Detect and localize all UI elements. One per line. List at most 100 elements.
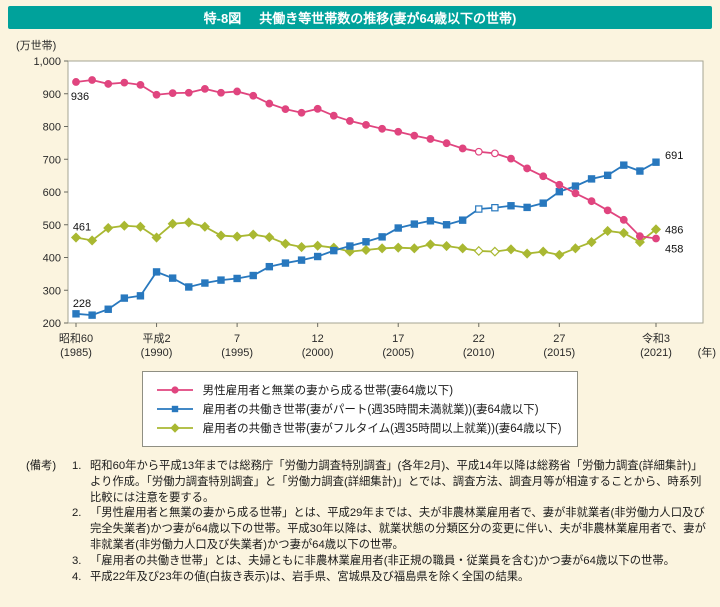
data-point-diamond: [151, 232, 162, 243]
data-point-circle: [120, 78, 129, 87]
data-point-diamond: [522, 248, 533, 259]
data-point-circle: [474, 147, 483, 156]
x-tick-year-label: (2021): [640, 347, 672, 359]
data-point-circle: [265, 99, 274, 108]
data-point-square: [120, 294, 129, 302]
data-point-square: [426, 217, 435, 225]
legend-label: 男性雇用者と無業の妻から成る世帯(妻64歳以下): [202, 385, 454, 397]
x-tick-era-label: 27: [553, 333, 565, 345]
data-point-square: [587, 175, 596, 183]
data-point-square: [72, 310, 80, 318]
data-point-circle: [104, 80, 113, 88]
data-point-square: [555, 187, 564, 196]
data-point-diamond: [248, 229, 259, 240]
legend-marker-square-icon: [156, 405, 193, 413]
legend-label: 雇用者の共働き世帯(妻がフルタイム(週35時間以上就業))(妻64歳以下): [202, 423, 562, 435]
data-point-circle: [523, 164, 532, 173]
data-point-circle: [442, 139, 451, 148]
data-value-label: 458: [665, 244, 683, 256]
data-point-diamond: [570, 243, 581, 254]
data-point-square: [249, 271, 257, 280]
data-point-diamond: [199, 221, 210, 232]
legend-label: 雇用者の共働き世帯(妻がパート(週35時間未満就業))(妻64歳以下): [202, 404, 539, 416]
data-point-diamond: [505, 244, 517, 255]
y-tick-label: 800: [43, 122, 61, 134]
data-point-diamond: [441, 240, 452, 252]
data-point-diamond: [70, 232, 82, 243]
y-axis-unit-label: (万世帯): [16, 39, 56, 52]
data-point-diamond: [425, 239, 436, 250]
data-point-square: [313, 252, 322, 261]
x-tick-era-label: 令和3: [642, 331, 670, 345]
data-point-circle: [362, 120, 370, 129]
data-point-circle: [490, 149, 499, 158]
data-point-square: [410, 220, 419, 228]
data-value-label: 936: [71, 91, 89, 103]
data-point-circle: [410, 131, 419, 140]
data-point-square: [458, 216, 467, 224]
data-point-square: [475, 205, 483, 213]
data-point-circle: [249, 91, 258, 100]
data-point-diamond: [135, 221, 146, 232]
data-point-circle: [297, 108, 306, 117]
data-point-circle: [233, 87, 242, 96]
data-point-square: [603, 171, 612, 179]
y-tick-label: 200: [43, 318, 61, 330]
data-point-square: [362, 238, 370, 246]
data-point-diamond: [602, 225, 613, 237]
data-point-circle: [345, 117, 354, 125]
data-point-circle: [88, 76, 97, 84]
data-point-circle: [539, 172, 548, 181]
data-point-square: [652, 158, 660, 166]
data-point-diamond: [473, 245, 484, 256]
data-point-circle: [555, 180, 564, 189]
data-point-square: [201, 279, 209, 287]
data-point-diamond: [296, 241, 307, 253]
data-point-circle: [152, 90, 161, 99]
data-point-circle: [603, 206, 612, 215]
data-point-diamond: [119, 220, 130, 231]
data-point-diamond: [103, 222, 114, 234]
data-point-square: [217, 276, 225, 284]
data-point-diamond: [183, 217, 194, 228]
chart-container: (万世帯) 1,000 900 800 700 600 500 400 300 200 昭和60 (1…: [0, 33, 720, 365]
data-point-square: [523, 203, 531, 212]
data-point-diamond: [457, 243, 468, 254]
data-point-circle: [281, 105, 290, 114]
x-tick-year-label: (2000): [302, 347, 334, 359]
note-text: 「雇用者の共働き世帯」とは、夫婦ともに非農林業雇用者(非正規の職員・従業員を含む…: [90, 554, 675, 567]
legend-marker-diamond-icon: [156, 423, 193, 433]
note-text: 「男性雇用者と無業の妻から成る世帯」とは、平成29年までは、夫が非農林業雇用者で…: [90, 507, 706, 552]
note-item-1: 1. 昭和60年から平成13年までは総務庁「労働力調査特別調査」(各年2月)、平…: [72, 459, 708, 506]
data-point-diamond: [586, 237, 597, 248]
data-point-circle: [378, 124, 387, 133]
data-point-diamond: [280, 238, 291, 249]
x-tick-year-label: (2005): [382, 347, 414, 359]
y-tick-label: 900: [43, 89, 61, 101]
data-point-square: [539, 199, 547, 207]
data-point-square: [636, 167, 644, 175]
data-point-circle: [329, 111, 338, 120]
legend-marker-circle-icon: [156, 386, 193, 394]
data-point-diamond: [618, 227, 629, 238]
data-point-square: [265, 262, 274, 271]
figure-number: 特-8図: [203, 11, 242, 26]
note-number: 4.: [72, 570, 82, 583]
y-tick-label: 400: [43, 253, 61, 265]
data-point-circle: [652, 234, 660, 243]
x-tick-era-label: 平成2: [142, 332, 170, 345]
y-tick-label: 700: [43, 154, 61, 166]
y-tick-label: 500: [43, 220, 61, 232]
data-point-diamond: [215, 230, 227, 241]
data-point-square: [442, 221, 451, 229]
notes-items: 1. 昭和60年から平成13年までは総務庁「労働力調査特別調査」(各年2月)、平…: [72, 459, 708, 586]
figure-title: 共働き等世帯数の推移(妻が64歳以下の世帯): [259, 11, 517, 26]
note-text: 平成22年及び23年の値(白抜き表示)は、岩手県、宮城県及び福島県を除く全国の結…: [90, 570, 530, 583]
legend-item-dual-income-part-time: 雇用者の共働き世帯(妻がパート(週35時間未満就業))(妻64歳以下): [155, 401, 562, 417]
data-point-diamond: [377, 243, 388, 254]
data-point-circle: [184, 88, 193, 97]
data-point-circle: [313, 104, 322, 113]
note-number: 2.: [72, 507, 82, 520]
data-value-label: 486: [665, 224, 683, 236]
data-value-label: 461: [73, 222, 91, 234]
